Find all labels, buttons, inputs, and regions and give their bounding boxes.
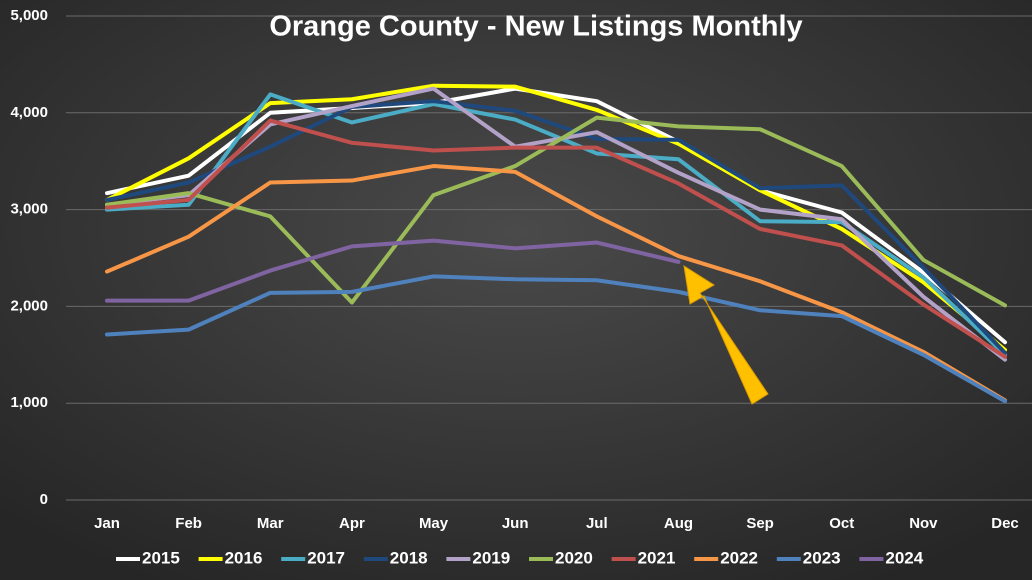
legend-label: 2024 [885, 548, 923, 567]
series-line [105, 118, 1007, 359]
legend-label: 2023 [803, 548, 841, 567]
series-line [105, 115, 1007, 308]
legend-label: 2017 [307, 548, 345, 567]
series-line [105, 238, 681, 303]
x-tick-label: Oct [829, 515, 854, 532]
y-tick-label: 4,000 [10, 104, 48, 121]
x-tick-label: Apr [339, 515, 365, 532]
legend-label: 2016 [225, 548, 263, 567]
y-tick-label: 2,000 [10, 297, 48, 314]
x-tick-label: Jul [586, 515, 608, 532]
arrow [683, 264, 769, 405]
x-tick-label: Jan [94, 515, 120, 532]
x-tick-label: Feb [175, 515, 202, 532]
chart-title: Orange County - New Listings Monthly [269, 11, 802, 43]
legend-label: 2022 [720, 548, 758, 567]
series-line [105, 99, 1007, 355]
legend-label: 2019 [472, 548, 510, 567]
x-tick-label: Dec [991, 515, 1019, 532]
y-tick-label: 5,000 [10, 7, 48, 24]
series-line [105, 274, 1007, 404]
x-tick-label: Nov [909, 515, 938, 532]
lines [105, 83, 1007, 404]
y-tick-label: 3,000 [10, 201, 48, 218]
x-tick-label: Aug [664, 515, 693, 532]
x-tick-label: Mar [257, 515, 284, 532]
x-tick-label: Jun [502, 515, 529, 532]
y-tick-label: 0 [40, 491, 48, 508]
legend-label: 2020 [555, 548, 593, 567]
y-tick-label: 1,000 [10, 394, 48, 411]
x-tick-label: May [419, 515, 449, 532]
legend-label: 2015 [142, 548, 180, 567]
series-line [105, 164, 1007, 403]
legend-label: 2021 [638, 548, 676, 567]
grid: 0 1,000 2,000 3,000 4,000 5,000 Jan Feb Mar Apr Ma… [10, 7, 1032, 532]
legend: 2015 2016 2017 2018 2019 2020 2021 2022 2023 2024 [116, 548, 924, 567]
legend-label: 2018 [390, 548, 428, 567]
x-tick-label: Sep [746, 515, 774, 532]
series-line [105, 86, 1007, 345]
